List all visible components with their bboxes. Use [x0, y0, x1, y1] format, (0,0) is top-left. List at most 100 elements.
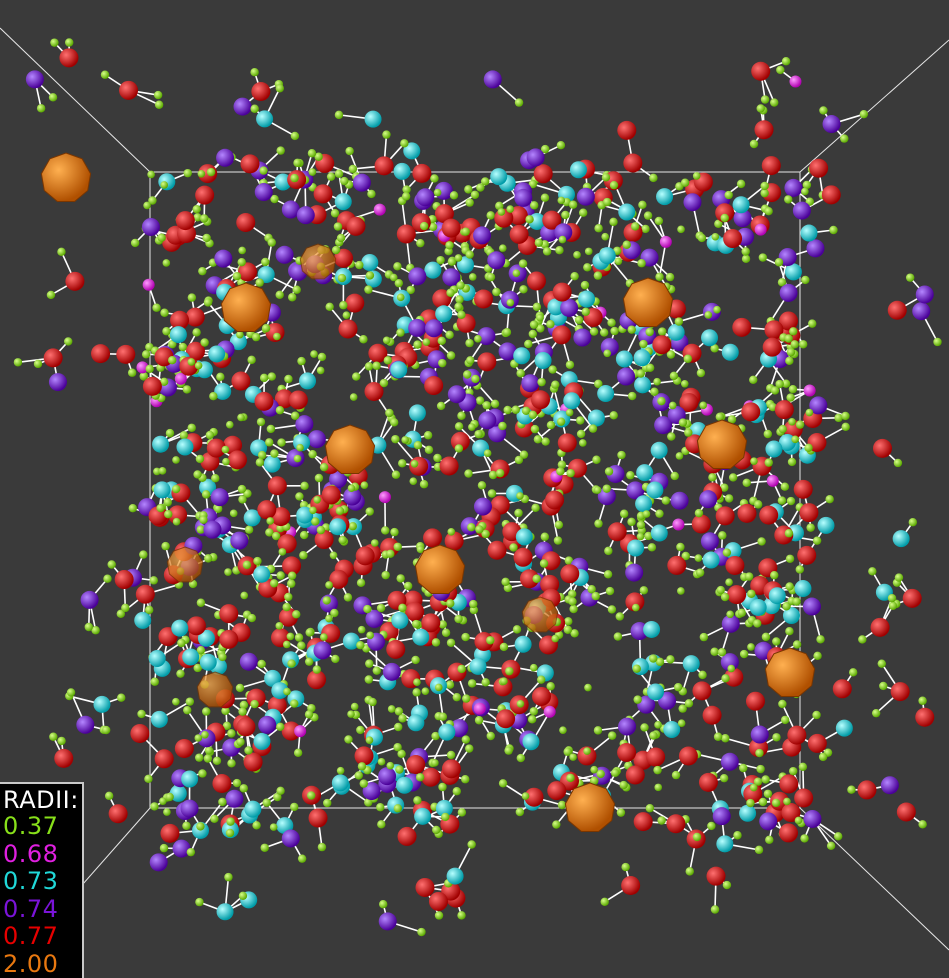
hydrogen-atom	[784, 195, 793, 204]
oxygen-atom	[441, 759, 461, 779]
hydrogen-atom	[336, 766, 345, 775]
hydrogen-atom	[713, 732, 723, 741]
hydrogen-atom	[642, 510, 651, 518]
hydrogen-atom	[698, 670, 707, 680]
hydrogen-atom	[309, 506, 317, 515]
hydrogen-atom	[255, 278, 264, 287]
hydrogen-atom	[676, 542, 685, 552]
hydrogen-atom	[196, 598, 206, 607]
hydrogen-atom	[419, 480, 429, 489]
hydrogen-atom	[495, 468, 505, 478]
hydrogen-atom	[391, 470, 401, 479]
hydrogen-atom	[457, 911, 466, 920]
hydrogen-atom	[287, 579, 296, 588]
carbon-atom	[716, 835, 734, 853]
hydrogen-atom	[176, 669, 185, 678]
nitrogen-atom	[712, 807, 731, 826]
hydrogen-atom	[481, 529, 490, 539]
oxygen-atom	[621, 875, 641, 895]
hydrogen-atom	[447, 527, 456, 536]
hydrogen-atom	[265, 528, 274, 537]
oxygen-atom	[625, 765, 645, 785]
hydrogen-atom	[727, 664, 736, 673]
hydrogen-atom	[187, 358, 196, 366]
hydrogen-atom	[528, 179, 538, 189]
hydrogen-atom	[609, 217, 618, 227]
hydrogen-atom	[461, 632, 470, 642]
hydrogen-atom	[331, 654, 340, 664]
hydrogen-atom	[576, 429, 586, 439]
hydrogen-atom	[674, 317, 684, 326]
hydrogen-atom	[348, 164, 358, 174]
hydrogen-atom	[474, 429, 483, 439]
hydrogen-atom	[250, 67, 259, 77]
hydrogen-atom	[761, 775, 770, 784]
oxygen-atom	[759, 505, 779, 525]
hydrogen-atom	[775, 379, 784, 389]
hydrogen-atom	[265, 438, 274, 447]
hydrogen-atom	[386, 761, 395, 770]
nitrogen-atom	[172, 839, 191, 858]
hydrogen-atom	[465, 198, 474, 207]
hydrogen-atom	[649, 173, 658, 183]
hydrogen-atom	[813, 651, 822, 661]
hydrogen-atom	[784, 334, 793, 343]
hydrogen-atom	[240, 591, 249, 600]
nitrogen-atom	[521, 374, 540, 393]
hydrogen-atom	[802, 180, 812, 190]
hydrogen-atom	[139, 371, 149, 381]
hydrogen-atom	[605, 586, 615, 596]
oxygen-atom	[314, 530, 334, 550]
hydrogen-atom	[84, 622, 93, 632]
hydrogen-atom	[665, 272, 675, 282]
nitrogen-atom	[478, 411, 497, 430]
nitrogen-atom	[313, 641, 332, 660]
oxygen-atom	[667, 555, 687, 575]
hydrogen-atom	[527, 715, 537, 724]
hydrogen-atom	[161, 541, 170, 551]
hydrogen-atom	[185, 697, 195, 706]
hydrogen-atom	[633, 695, 642, 704]
hydrogen-atom	[398, 714, 407, 723]
carbon-atom	[253, 732, 271, 750]
hydrogen-atom	[841, 411, 850, 421]
hydrogen-atom	[708, 473, 717, 482]
hydrogen-atom	[583, 747, 591, 755]
hydrogen-atom	[46, 290, 56, 300]
hydrogen-atom	[165, 428, 175, 438]
hydrogen-atom	[364, 675, 373, 684]
hydrogen-atom	[364, 362, 374, 371]
hydrogen-atom	[359, 335, 368, 344]
hydrogen-atom	[457, 664, 466, 674]
hydrogen-atom	[182, 821, 191, 830]
carbon-atom	[214, 382, 232, 400]
hydrogen-atom	[760, 181, 769, 191]
hydrogen-atom	[311, 517, 320, 526]
hydrogen-atom	[699, 632, 709, 642]
hydrogen-atom	[247, 355, 256, 365]
hydrogen-atom	[536, 675, 546, 684]
hydrogen-atom	[413, 796, 422, 805]
oxygen-atom	[346, 216, 366, 236]
hydrogen-atom	[639, 586, 649, 595]
hydrogen-atom	[454, 302, 463, 311]
hydrogen-atom	[563, 625, 573, 634]
hydrogen-atom	[760, 188, 769, 198]
hydrogen-atom	[290, 131, 300, 141]
carbon-atom	[563, 392, 581, 410]
hydrogen-atom	[498, 244, 507, 252]
hydrogen-atom	[609, 411, 618, 420]
hydrogen-atom	[764, 206, 773, 216]
carbon-atom	[199, 653, 217, 671]
hydrogen-atom	[742, 478, 751, 487]
hydrogen-atom	[117, 693, 126, 702]
oxygen-atom	[142, 376, 162, 396]
hydrogen-atom	[159, 797, 167, 805]
hydrogen-atom	[461, 735, 471, 744]
oxygen-atom	[872, 438, 892, 458]
hydrogen-atom	[474, 716, 484, 725]
nitrogen-atom	[25, 70, 44, 89]
hydrogen-atom	[722, 548, 732, 557]
hydrogen-atom	[468, 423, 476, 431]
